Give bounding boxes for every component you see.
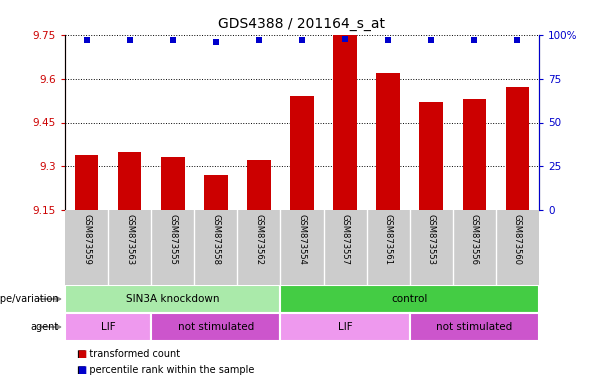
Point <box>340 35 350 41</box>
Text: GSM873554: GSM873554 <box>297 214 306 265</box>
Point <box>383 37 393 43</box>
Text: GSM873555: GSM873555 <box>168 214 177 265</box>
Text: GSM873559: GSM873559 <box>82 214 91 265</box>
Point <box>513 37 522 43</box>
Text: not stimulated: not stimulated <box>178 322 254 332</box>
Bar <box>65 285 280 313</box>
Point <box>297 37 307 43</box>
Bar <box>118 152 141 210</box>
Text: ■ transformed count: ■ transformed count <box>77 349 180 359</box>
Bar <box>204 175 228 210</box>
Text: GSM873553: GSM873553 <box>427 214 436 265</box>
Bar <box>161 157 184 210</box>
Text: ■: ■ <box>77 349 86 359</box>
Point <box>426 37 436 43</box>
Point <box>254 37 264 43</box>
Point <box>168 37 177 43</box>
Bar <box>65 313 151 341</box>
Bar <box>151 313 280 341</box>
Bar <box>376 73 400 210</box>
Text: GSM873563: GSM873563 <box>125 214 134 265</box>
Bar <box>280 313 410 341</box>
Bar <box>419 102 443 210</box>
Text: GSM873557: GSM873557 <box>340 214 350 265</box>
Text: not stimulated: not stimulated <box>436 322 512 332</box>
Text: LIF: LIF <box>337 322 352 332</box>
Text: control: control <box>392 294 428 304</box>
Text: GSM873556: GSM873556 <box>470 214 479 265</box>
Bar <box>280 285 539 313</box>
Bar <box>333 35 357 210</box>
Bar <box>75 155 98 210</box>
Text: SIN3A knockdown: SIN3A knockdown <box>126 294 220 304</box>
Point <box>125 37 134 43</box>
Point <box>469 37 479 43</box>
Text: ■ percentile rank within the sample: ■ percentile rank within the sample <box>77 365 254 375</box>
Text: GSM873562: GSM873562 <box>254 214 263 265</box>
Bar <box>290 96 314 210</box>
Point <box>82 37 91 43</box>
Text: GSM873560: GSM873560 <box>513 214 522 265</box>
Text: GSM873561: GSM873561 <box>383 214 393 265</box>
Text: LIF: LIF <box>101 322 115 332</box>
Text: ■: ■ <box>77 365 86 375</box>
Bar <box>505 88 530 210</box>
Bar <box>410 313 539 341</box>
Bar <box>247 161 271 210</box>
Text: genotype/variation: genotype/variation <box>0 294 59 304</box>
Text: agent: agent <box>31 322 59 332</box>
Text: GSM873558: GSM873558 <box>211 214 220 265</box>
Title: GDS4388 / 201164_s_at: GDS4388 / 201164_s_at <box>219 17 385 31</box>
Point <box>211 39 220 45</box>
Bar <box>462 99 486 210</box>
